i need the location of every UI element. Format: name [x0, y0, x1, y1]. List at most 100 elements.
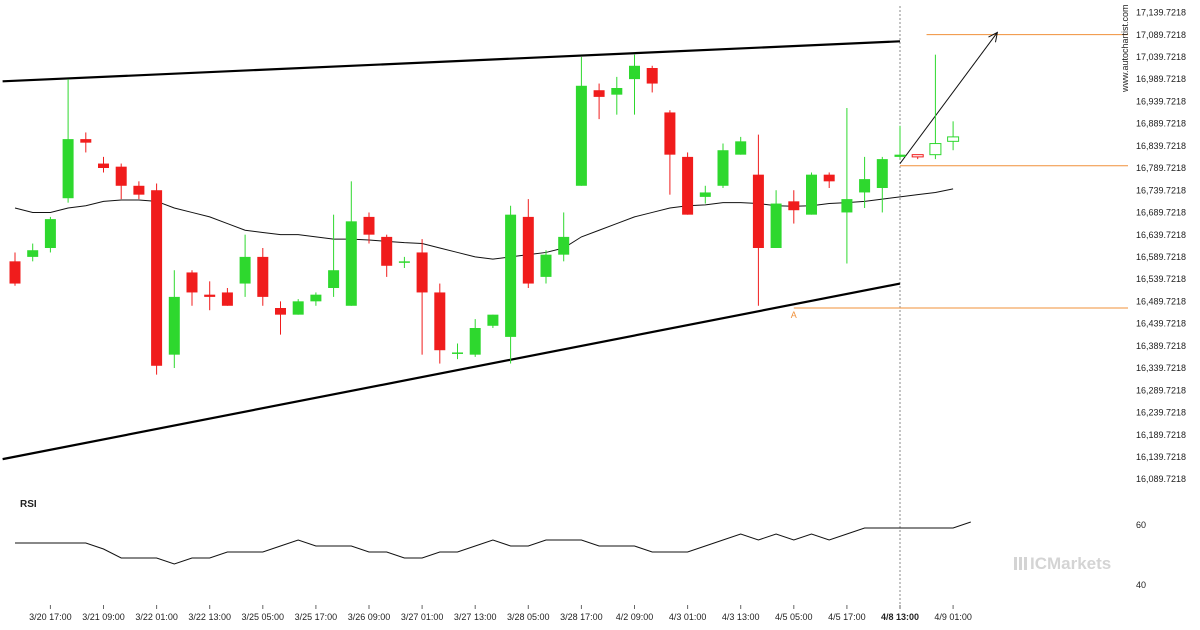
candle-body: [62, 139, 74, 199]
candle-body: [593, 90, 605, 97]
time-tick-label: 4/5 17:00: [828, 612, 866, 622]
price-tick-label: 16,089.7218: [1136, 474, 1186, 484]
projection-arrow-line: [899, 32, 998, 164]
candle-body: [98, 163, 109, 168]
candle-body: [947, 136, 960, 142]
price-tick-label: 16,689.7218: [1136, 208, 1186, 218]
candle-body: [806, 174, 817, 215]
price-tick-label: 16,889.7218: [1136, 119, 1186, 129]
time-tick-label: 3/27 01:00: [401, 612, 444, 622]
candle-body: [735, 141, 747, 155]
time-tick-label: 4/3 01:00: [669, 612, 707, 622]
time-tick-label: 3/20 17:00: [29, 612, 72, 622]
price-tick-label: 16,939.7218: [1136, 96, 1186, 106]
candle-body: [487, 314, 499, 326]
price-tick-label: 17,139.7218: [1136, 8, 1186, 18]
candle-body: [168, 296, 180, 355]
time-tick-label: 3/25 05:00: [242, 612, 285, 622]
candle-body: [752, 174, 764, 248]
candle-body: [133, 185, 145, 195]
candle-body: [398, 261, 410, 263]
price-tick-label: 16,489.7218: [1136, 296, 1186, 306]
candle-body: [646, 68, 658, 84]
candle-body: [434, 292, 446, 351]
candle-body: [788, 201, 800, 211]
candle-body: [186, 272, 198, 293]
rsi-panel: [15, 521, 971, 565]
price-tick-label: 16,589.7218: [1136, 252, 1186, 262]
candle-body: [611, 88, 623, 95]
time-tick-label: 3/27 13:00: [454, 612, 497, 622]
candle-body: [575, 85, 587, 186]
candles: [9, 54, 960, 375]
candle-body: [381, 236, 393, 266]
price-tick-label: 16,639.7218: [1136, 230, 1186, 240]
candle-body: [540, 254, 552, 277]
candle-body: [44, 219, 56, 248]
candle-body: [770, 203, 782, 248]
time-tick-label: 3/22 13:00: [188, 612, 231, 622]
candle-body: [27, 250, 39, 257]
candle-body: [876, 159, 888, 188]
price-tick-label: 16,789.7218: [1136, 163, 1186, 173]
candle-body: [911, 154, 924, 158]
candle-body: [328, 270, 340, 288]
candle-body: [558, 236, 570, 255]
time-tick-label: 3/26 09:00: [348, 612, 391, 622]
candle-body: [239, 256, 251, 284]
rsi-tick-label: 60: [1136, 520, 1146, 530]
time-tick-label: 4/5 05:00: [775, 612, 813, 622]
candle-body: [416, 252, 428, 293]
resistance-trendline: [2, 40, 901, 83]
price-tick-label: 16,289.7218: [1136, 385, 1186, 395]
rsi-tick-label: 40: [1136, 580, 1146, 590]
candle-body: [841, 199, 853, 213]
candle-body: [699, 192, 711, 197]
price-tick-label: 16,189.7218: [1136, 430, 1186, 440]
candle-body: [275, 308, 286, 315]
time-tick-label: 3/28 17:00: [560, 612, 603, 622]
time-tick-label: 4/2 09:00: [616, 612, 654, 622]
price-tick-label: 16,389.7218: [1136, 341, 1186, 351]
price-tick-label: 16,339.7218: [1136, 363, 1186, 373]
candle-body: [929, 143, 942, 156]
time-tick-label: 4/9 01:00: [934, 612, 972, 622]
time-tick-label: 3/25 17:00: [295, 612, 338, 622]
candle-body: [363, 216, 375, 235]
candle-body: [629, 65, 640, 80]
candle-body: [664, 112, 676, 155]
brand-logo: ICMarkets: [1014, 554, 1111, 573]
projection-arrow-head: [988, 31, 999, 43]
axes: 17,139.7218 17,089.7218 17,039.7218 16,989.…: [29, 8, 1186, 622]
candle-body: [682, 156, 694, 215]
candle-body: [345, 221, 357, 306]
candle-body: [522, 216, 534, 284]
price-tick-label: 16,539.7218: [1136, 274, 1186, 284]
rsi-line: [15, 521, 971, 565]
time-tick-label: 3/22 01:00: [135, 612, 178, 622]
price-tick-label: 16,239.7218: [1136, 408, 1186, 418]
candle-body: [115, 166, 127, 186]
candle-body: [894, 154, 906, 157]
candle-body: [292, 301, 304, 315]
price-tick-label: 17,089.7218: [1136, 30, 1186, 40]
watermark: www.autochartist.com: [1120, 4, 1130, 93]
price-tick-label: 16,139.7218: [1136, 452, 1186, 462]
candle-body: [221, 292, 233, 306]
candle-body: [204, 294, 216, 297]
price-tick-label: 16,439.7218: [1136, 319, 1186, 329]
pattern-point-label: A: [791, 310, 797, 320]
candle-body: [80, 139, 92, 143]
candle-body: [859, 179, 871, 193]
time-tick-label: 4/8 13:00: [881, 612, 919, 622]
price-tick-label: 17,039.7218: [1136, 52, 1186, 62]
price-tick-label: 16,739.7218: [1136, 185, 1186, 195]
support-trendline: [2, 282, 901, 461]
rsi-label: RSI: [20, 499, 37, 510]
candle-body: [151, 190, 163, 366]
candle-body: [257, 256, 269, 297]
candle-body: [505, 214, 517, 337]
time-tick-label: 3/28 05:00: [507, 612, 550, 622]
candle-body: [310, 294, 322, 302]
